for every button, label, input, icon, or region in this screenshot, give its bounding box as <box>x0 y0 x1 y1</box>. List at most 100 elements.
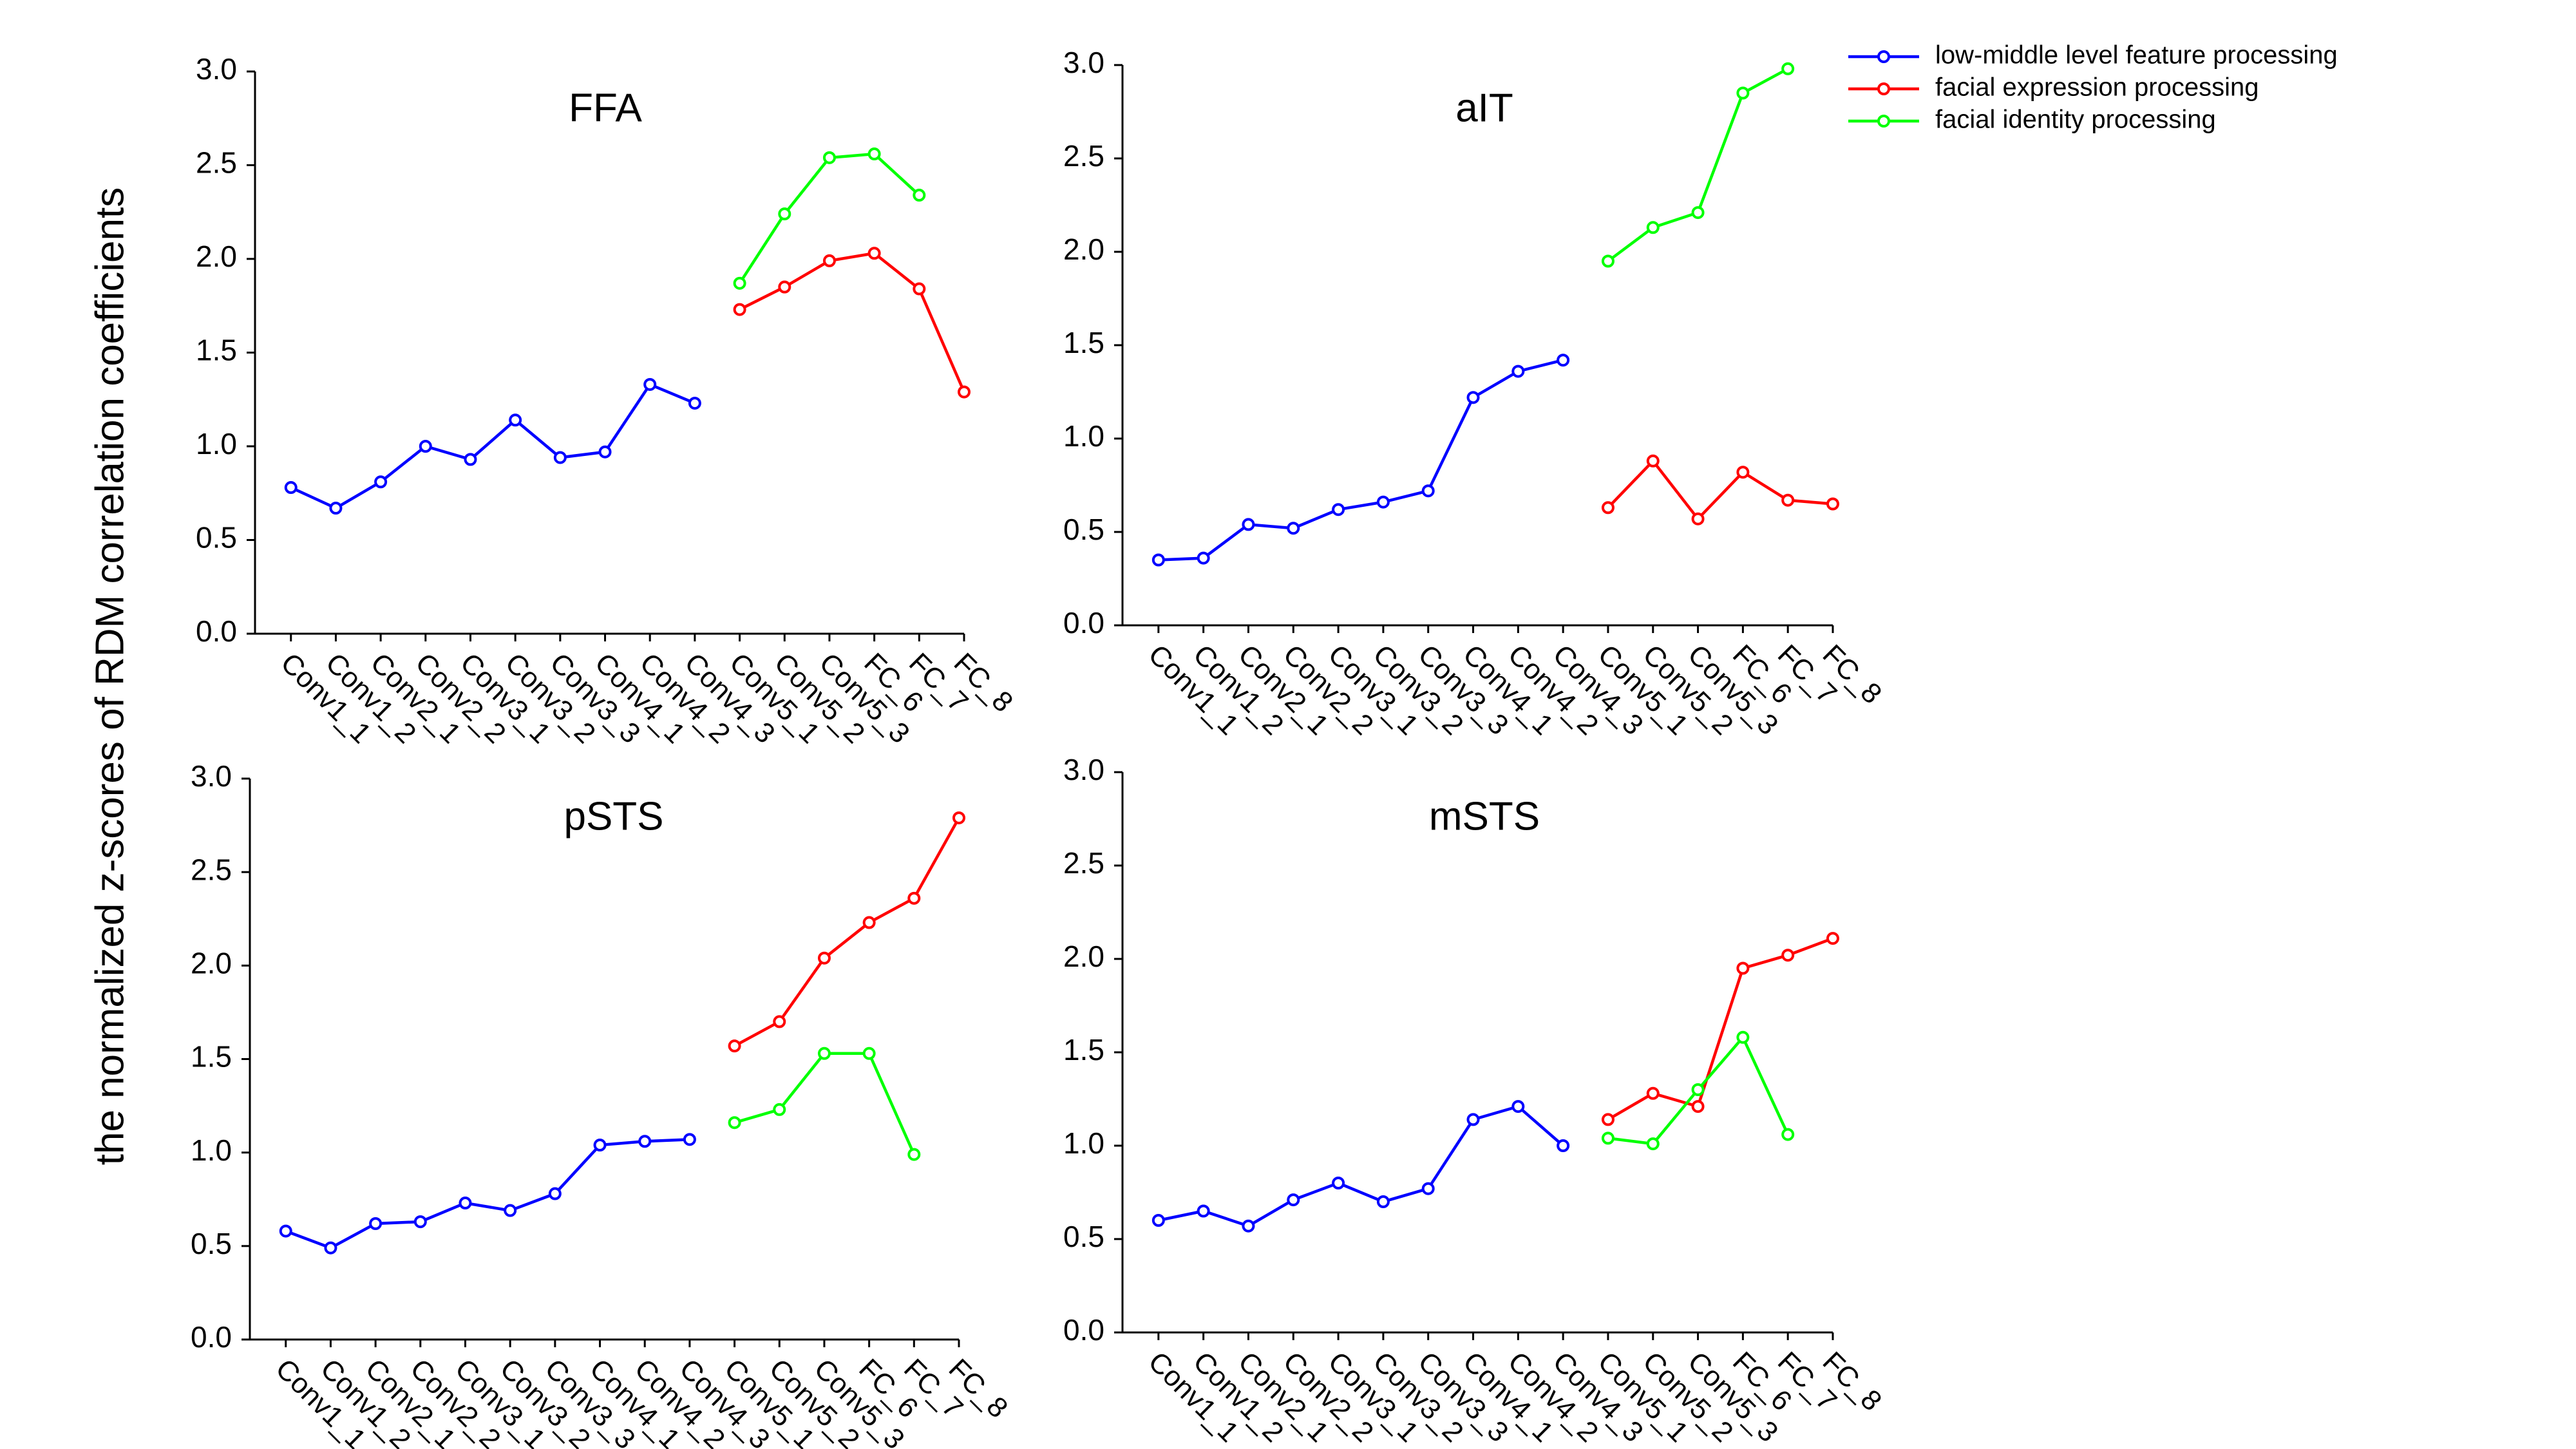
data-point <box>773 1103 786 1116</box>
data-point <box>1332 503 1345 516</box>
legend-label: facial expression processing <box>1935 73 2259 102</box>
data-point <box>1646 454 1660 468</box>
data-point <box>1197 1204 1210 1218</box>
data-point <box>1287 522 1300 535</box>
data-point <box>1601 1132 1615 1145</box>
panel: mSTS0.00.51.01.52.02.53.0Conv1_1Conv1_2C… <box>1063 753 1888 1448</box>
data-point <box>1646 221 1660 234</box>
y-tick-label: 1.0 <box>196 427 237 460</box>
data-point <box>1197 551 1210 565</box>
series-line <box>290 383 696 510</box>
y-tick-label: 2.0 <box>1063 940 1104 973</box>
chart-title: FFA <box>569 86 642 130</box>
y-tick-label: 2.5 <box>191 853 232 886</box>
data-point <box>1242 518 1255 531</box>
series-line <box>1158 1104 1564 1228</box>
data-point <box>279 1224 292 1238</box>
data-point <box>1557 354 1570 367</box>
data-point <box>329 502 343 515</box>
chart-title: pSTS <box>564 794 663 838</box>
data-point <box>778 207 791 221</box>
data-point <box>1376 495 1390 509</box>
data-point <box>419 440 432 453</box>
data-point <box>1466 1113 1480 1126</box>
data-point <box>1691 1083 1705 1096</box>
data-point <box>1601 1113 1615 1126</box>
data-point <box>1826 497 1839 511</box>
data-point <box>683 1133 696 1146</box>
data-point <box>1691 1100 1705 1113</box>
data-point <box>958 385 971 399</box>
data-point <box>728 1116 741 1130</box>
series-line <box>1158 359 1564 562</box>
chart-title: aIT <box>1455 86 1513 130</box>
y-tick-label: 2.0 <box>1063 232 1104 266</box>
y-tick-label: 0.0 <box>1063 1313 1104 1347</box>
y-tick-label: 3.0 <box>1063 753 1104 786</box>
data-point <box>1646 1137 1660 1151</box>
y-tick-label: 2.0 <box>196 240 237 273</box>
data-point <box>773 1015 786 1028</box>
data-point <box>374 475 388 489</box>
legend-label: facial identity processing <box>1935 106 2216 134</box>
data-point <box>1332 1177 1345 1189</box>
y-tick-label: 0.0 <box>191 1320 232 1354</box>
data-point <box>1511 1100 1525 1113</box>
data-point <box>1421 484 1435 498</box>
y-tick-label: 3.0 <box>1063 46 1104 79</box>
data-point <box>1736 466 1750 479</box>
legend-marker <box>1877 115 1890 128</box>
data-point <box>728 1039 741 1053</box>
y-tick-label: 2.5 <box>196 146 237 180</box>
y-tick-label: 1.0 <box>191 1133 232 1167</box>
data-point <box>464 453 477 466</box>
legend-label: low-middle level feature processing <box>1935 41 2338 70</box>
data-point <box>1242 1219 1255 1233</box>
y-tick-label: 1.0 <box>1063 419 1104 453</box>
data-point <box>1736 86 1750 100</box>
data-point <box>504 1204 517 1217</box>
data-point <box>733 276 746 290</box>
data-point <box>1601 501 1615 515</box>
data-point <box>822 151 836 164</box>
data-point <box>638 1135 652 1148</box>
data-point <box>593 1139 607 1152</box>
data-point <box>913 282 926 296</box>
panel: aIT0.00.51.01.52.02.53.0Conv1_1Conv1_2Co… <box>1063 46 1888 741</box>
data-point <box>509 413 522 427</box>
data-point <box>598 445 612 459</box>
data-point <box>1466 391 1480 404</box>
series-line <box>1607 67 1789 263</box>
data-point <box>1781 493 1795 507</box>
y-tick-label: 3.0 <box>196 52 237 86</box>
panel: pSTS0.00.51.01.52.02.53.0Conv1_1Conv1_2C… <box>191 759 1014 1449</box>
y-tick-label: 0.5 <box>191 1227 232 1260</box>
y-tick-label: 1.5 <box>1063 1033 1104 1066</box>
data-point <box>688 397 701 410</box>
data-point <box>1826 932 1839 945</box>
data-point <box>778 280 791 294</box>
panel: FFA0.00.51.01.52.02.53.0Conv1_1Conv1_2Co… <box>196 52 1019 750</box>
chart-title: mSTS <box>1429 794 1540 838</box>
data-point <box>284 481 298 495</box>
legend-marker <box>1877 82 1890 95</box>
y-tick-label: 0.5 <box>1063 1220 1104 1253</box>
data-point <box>1691 512 1705 526</box>
data-point <box>1781 62 1795 75</box>
data-point <box>643 377 657 391</box>
data-point <box>862 1046 876 1060</box>
legend-marker <box>1877 50 1890 63</box>
data-point <box>867 147 881 161</box>
data-point <box>913 189 926 202</box>
data-point <box>862 916 876 929</box>
y-tick-label: 2.5 <box>1063 139 1104 173</box>
data-point <box>324 1241 337 1255</box>
y-tick-label: 1.5 <box>196 334 237 367</box>
data-point <box>822 254 836 267</box>
data-point <box>1287 1193 1300 1207</box>
data-point <box>1151 553 1165 567</box>
series-line <box>734 817 960 1048</box>
data-point <box>907 1148 921 1161</box>
data-point <box>867 247 881 260</box>
